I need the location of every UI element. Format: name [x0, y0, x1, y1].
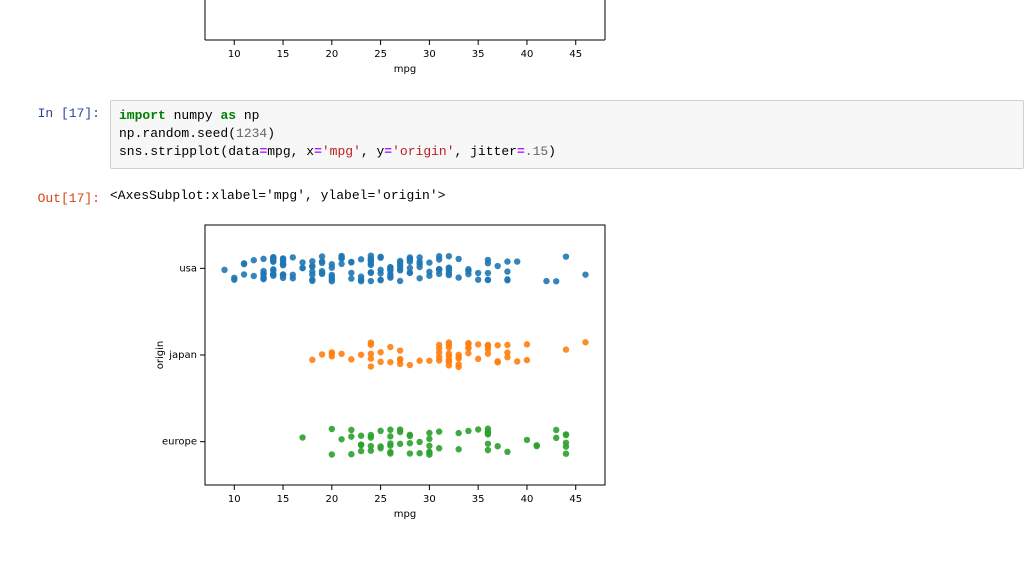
svg-text:usa: usa [179, 263, 197, 274]
input-cell[interactable]: In [17]: import numpy as np np.random.se… [0, 100, 1024, 169]
strip-chart-wrap: usa japan europe 10 15 20 25 30 35 40 45 mpg origin [150, 217, 620, 525]
l2num: 1234 [236, 126, 267, 141]
prior-output-body: 10 15 20 25 30 35 40 45 mpg [110, 0, 1024, 80]
l3a: sns.stripplot(data [119, 144, 259, 159]
svg-text:25: 25 [374, 49, 387, 60]
svg-text:japan: japan [168, 350, 197, 361]
svg-text:10: 10 [228, 494, 241, 505]
svg-text:45: 45 [569, 494, 582, 505]
alias-np: np [244, 108, 260, 123]
svg-text:40: 40 [521, 494, 534, 505]
svg-text:45: 45 [569, 49, 582, 60]
prior-chart-wrap: 10 15 20 25 30 35 40 45 mpg [150, 0, 620, 80]
svg-text:15: 15 [277, 494, 290, 505]
svg-text:40: 40 [521, 49, 534, 60]
svg-text:15: 15 [277, 49, 290, 60]
kw-as: as [220, 108, 236, 123]
l3c: , y [361, 144, 384, 159]
l3e: ) [548, 144, 556, 159]
l3s1: 'mpg' [322, 144, 361, 159]
svg-text:30: 30 [423, 494, 436, 505]
svg-text:10: 10 [228, 49, 241, 60]
output-body: <AxesSubplot:xlabel='mpg', ylabel='origi… [110, 185, 1024, 525]
svg-text:20: 20 [325, 494, 338, 505]
svg-text:30: 30 [423, 49, 436, 60]
svg-text:35: 35 [472, 494, 485, 505]
input-body: import numpy as np np.random.seed(1234) … [110, 100, 1024, 169]
svg-text:35: 35 [472, 49, 485, 60]
output-cell: Out[17]: <AxesSubplot:xlabel='mpg', ylab… [0, 185, 1024, 525]
prior-chart-svg: 10 15 20 25 30 35 40 45 mpg [150, 0, 615, 80]
l3num: .15 [525, 144, 548, 159]
prior-prompt [0, 0, 110, 80]
svg-text:20: 20 [325, 49, 338, 60]
svg-text:mpg: mpg [394, 64, 416, 75]
notebook: 10 15 20 25 30 35 40 45 mpg In [17]: import nump… [0, 0, 1024, 551]
l2a: np.random.seed( [119, 126, 236, 141]
l3eq2: = [314, 144, 322, 159]
l3mpg: mpg, x [267, 144, 314, 159]
output-prompt: Out[17]: [0, 185, 110, 525]
code-block[interactable]: import numpy as np np.random.seed(1234) … [110, 100, 1024, 169]
l2b: ) [267, 126, 275, 141]
l3d: , jitter [455, 144, 517, 159]
svg-text:origin: origin [155, 341, 166, 369]
output-repr: <AxesSubplot:xlabel='mpg', ylabel='origi… [110, 185, 1024, 207]
input-prompt: In [17]: [0, 100, 110, 169]
svg-text:europe: europe [162, 436, 197, 447]
kw-import: import [119, 108, 166, 123]
l3eq3: = [384, 144, 392, 159]
strip-chart-svg: usa japan europe 10 15 20 25 30 35 40 45 mpg origin [150, 217, 615, 525]
l3eq4: = [517, 144, 525, 159]
svg-text:25: 25 [374, 494, 387, 505]
svg-text:mpg: mpg [394, 509, 416, 520]
prior-output-cell: 10 15 20 25 30 35 40 45 mpg [0, 0, 1024, 80]
l3s2: 'origin' [392, 144, 454, 159]
mod-numpy: numpy [174, 108, 213, 123]
